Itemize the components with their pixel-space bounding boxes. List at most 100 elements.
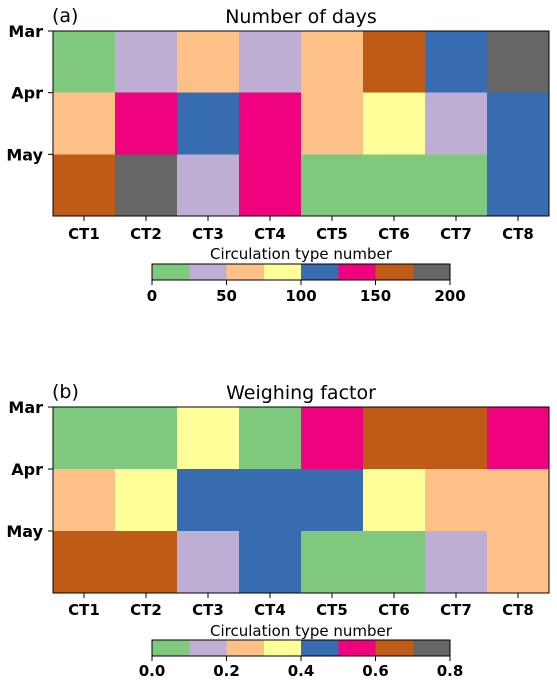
x-tick-label: CT3 [192,225,224,243]
heatmap-cell [53,407,116,470]
colorbar-tick-label: 150 [360,287,391,305]
colorbar-segment [152,264,190,280]
heatmap-cell [53,469,116,532]
heatmap-cell [239,407,302,470]
colorbar-segment [375,640,414,656]
x-axis-label: Circulation type number [210,622,393,640]
heatmap-cell [239,469,302,532]
axes-frame [52,30,550,217]
x-tick-label: CT1 [68,601,100,619]
heatmap-cell [115,154,178,217]
x-tick-label: CT8 [502,601,534,619]
heatmap-cell [425,407,488,470]
colorbar-segment [375,264,414,280]
heatmap-cell [301,92,364,155]
colorbar-segment [301,264,339,280]
chart-title: Number of days [225,6,377,28]
heatmap-cell [487,469,550,532]
heatmap-cell [425,92,488,155]
x-tick-label: CT7 [440,225,472,243]
heatmap-cell [363,31,426,94]
heatmap-cell [487,531,550,594]
heatmap-cell [487,154,550,217]
y-tick-label: Mar [8,22,43,41]
chart-title: Weighing factor [226,382,376,404]
heatmap-cell [301,531,364,594]
heatmap-cell [177,469,240,532]
heatmap-cell [177,154,240,217]
heatmap-cell [363,154,426,217]
x-tick-label: CT4 [254,225,286,243]
colorbar-tick-label: 0.6 [362,662,389,680]
x-tick-label: CT8 [502,225,534,243]
x-tick-label: CT6 [378,601,410,619]
heatmap-cell [53,31,116,94]
heatmap-cell [487,407,550,470]
heatmap-cell [115,469,178,532]
heatmap-cell [53,92,116,155]
heatmap-cell [177,531,240,594]
heatmap-cell [301,469,364,532]
x-tick-label: CT7 [440,601,472,619]
colorbar-segment [189,264,228,280]
heatmap-cell [53,154,116,217]
colorbar-tick-label: 0.0 [139,662,166,680]
panel-a: Mar Apr May CT1 CT2 CT3 CT4 CT5 CT6 CT7 CT8 (a) Numb… [6,5,550,305]
heatmap-cell [363,407,426,470]
heatmap-cell [239,92,302,155]
y-tick-label: Apr [11,460,43,479]
colorbar-tick-label: 0.4 [288,662,315,680]
colorbar-segment [152,640,190,656]
heatmap-cell [301,31,364,94]
heatmap-cell [425,31,488,94]
colorbar-segment [301,640,339,656]
heatmap-cell [239,31,302,94]
heatmap-cell [301,407,364,470]
heatmap-cell [363,531,426,594]
colorbar-tick-label: 0.8 [437,662,464,680]
colorbar-tick-label: 100 [285,287,316,305]
heatmap-cell [115,92,178,155]
heatmap-cell [487,92,550,155]
heatmap-cell [239,531,302,594]
y-tick-label: May [6,522,43,541]
panel-label: (a) [52,5,78,27]
heatmap-cells [53,31,550,217]
heatmap-cell [239,154,302,217]
axes-frame [52,406,550,594]
panel-b: Mar Apr May CT1 CT2 CT3 CT4 CT5 CT6 CT7 CT8 (b) Weig… [6,381,550,680]
colorbar: 0.0 0.2 0.4 0.6 0.8 [139,639,464,680]
colorbar-segment [338,640,377,656]
colorbar-tick-label: 200 [434,287,465,305]
colorbar-segment [189,640,228,656]
x-tick-label: CT4 [254,601,286,619]
panel-label: (b) [52,381,79,403]
heatmap-cell [177,407,240,470]
heatmap-cell [115,407,178,470]
colorbar-segment [412,640,451,656]
heatmap-cell [425,154,488,217]
colorbar-segment [263,640,302,656]
colorbar-segment [226,264,265,280]
colorbar-tick-label: 0.2 [213,662,240,680]
x-tick-label: CT5 [316,601,348,619]
heatmap-cell [115,531,178,594]
colorbar-segment [412,264,451,280]
colorbar: 0 50 100 150 200 [147,263,466,305]
heatmap-cell [301,154,364,217]
y-tick-label: Mar [8,398,43,417]
x-tick-label: CT3 [192,601,224,619]
heatmap-cell [487,31,550,94]
heatmap-cell [363,469,426,532]
heatmap-cell [115,31,178,94]
heatmap-cell [425,531,488,594]
x-tick-label: CT5 [316,225,348,243]
colorbar-segment [338,264,377,280]
x-tick-label: CT2 [130,225,162,243]
colorbar-tick-label: 0 [147,287,157,305]
heatmap-cell [177,92,240,155]
heatmap-cells [53,407,550,594]
colorbar-segment [263,264,302,280]
colorbar-segment [226,640,265,656]
